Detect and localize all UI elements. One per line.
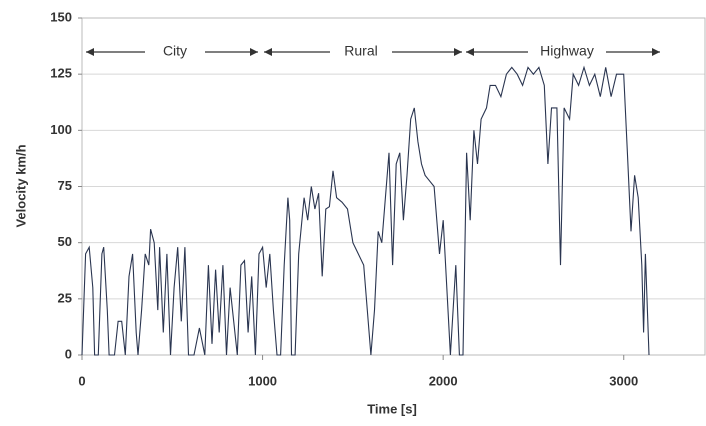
y-tick-label: 50 [58, 234, 72, 249]
y-axis-title: Velocity km/h [13, 144, 28, 227]
y-tick-label: 75 [58, 178, 72, 193]
segment-arrows [86, 48, 660, 56]
y-tick-label: 150 [50, 9, 72, 24]
x-tick-label: 0 [78, 373, 85, 388]
y-tick-label: 25 [58, 290, 72, 305]
x-tick-label: 3000 [609, 373, 638, 388]
annotation: Highway [540, 43, 594, 59]
velocity-line [81, 65, 650, 356]
x-axis-title: Time [s] [367, 401, 417, 416]
y-tick-label: 100 [50, 122, 72, 137]
x-tick-label: 1000 [248, 373, 277, 388]
x-tick-label: 2000 [429, 373, 458, 388]
y-tick-label: 125 [50, 66, 72, 81]
annotation: City [163, 43, 187, 59]
y-tick-label: 0 [65, 346, 72, 361]
annotation: Rural [344, 43, 377, 59]
